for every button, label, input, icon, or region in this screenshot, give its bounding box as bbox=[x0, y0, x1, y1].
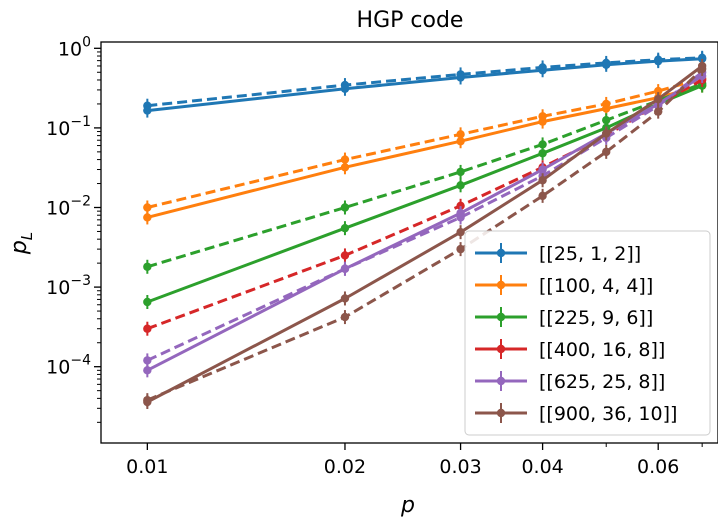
data-point bbox=[456, 208, 465, 218]
data-point bbox=[602, 147, 611, 157]
y-tick-label: 10−1 bbox=[46, 114, 91, 140]
y-tick-label: 10−4 bbox=[46, 353, 91, 379]
series-group bbox=[143, 58, 707, 410]
legend-item: [[625, 25, 8]] bbox=[475, 371, 665, 393]
data-point bbox=[340, 203, 350, 212]
x-tick-label: 0.06 bbox=[637, 456, 679, 478]
data-point bbox=[456, 73, 465, 82]
chart-title: HGP code bbox=[357, 8, 464, 33]
data-point bbox=[538, 117, 547, 126]
y-tick-label: 10−3 bbox=[46, 273, 91, 299]
data-point bbox=[456, 167, 465, 177]
plot-area-frame bbox=[100, 41, 718, 444]
legend-item: [[900, 36, 10]] bbox=[475, 403, 677, 425]
data-point bbox=[143, 297, 152, 307]
x-axis-title: p bbox=[400, 493, 415, 518]
data-point bbox=[456, 227, 465, 237]
data-point bbox=[654, 56, 663, 66]
data-point bbox=[456, 201, 465, 211]
x-tick-label: 0.02 bbox=[324, 456, 366, 478]
data-point bbox=[143, 366, 152, 375]
data-point bbox=[143, 324, 152, 333]
legend-box bbox=[464, 230, 711, 436]
legend-swatch-marker bbox=[496, 312, 506, 322]
series-line-solid bbox=[147, 57, 703, 113]
data-point bbox=[602, 104, 611, 113]
y-tick-label: 10−2 bbox=[46, 193, 91, 219]
data-point bbox=[538, 66, 547, 75]
series-group bbox=[143, 71, 707, 225]
data-point bbox=[697, 54, 707, 63]
data-point bbox=[143, 203, 152, 212]
legend-item: [[225, 9, 6]] bbox=[475, 307, 653, 329]
legend-label: [[400, 16, 8]] bbox=[539, 339, 665, 361]
data-point bbox=[602, 60, 611, 70]
legend-swatch-marker bbox=[496, 376, 506, 386]
legend-label: [[625, 25, 8]] bbox=[539, 371, 665, 393]
data-point bbox=[456, 137, 465, 146]
data-point bbox=[602, 115, 611, 125]
y-axis-title: pL bbox=[7, 232, 36, 255]
data-point bbox=[340, 84, 350, 93]
data-point bbox=[340, 294, 350, 303]
data-point bbox=[143, 213, 152, 222]
data-point bbox=[143, 262, 152, 271]
data-point bbox=[654, 94, 663, 104]
legend-item: [[25, 1, 2]] bbox=[475, 243, 641, 265]
legend-swatch-marker bbox=[496, 248, 506, 258]
legend-label: [[100, 4, 4]] bbox=[539, 275, 653, 297]
data-point bbox=[143, 106, 152, 115]
data-point bbox=[456, 181, 465, 190]
data-point bbox=[538, 165, 547, 174]
data-point bbox=[340, 264, 350, 273]
legend-swatch-marker bbox=[496, 344, 506, 354]
data-point bbox=[340, 312, 350, 322]
legend-item: [[100, 4, 4]] bbox=[475, 275, 653, 297]
legend-swatch-marker bbox=[496, 408, 506, 418]
data-point bbox=[143, 356, 152, 365]
data-point bbox=[538, 140, 547, 149]
data-point bbox=[602, 129, 611, 138]
data-point bbox=[143, 397, 152, 407]
data-point bbox=[340, 251, 350, 260]
legend-label: [[900, 36, 10]] bbox=[539, 403, 677, 425]
data-point bbox=[340, 155, 350, 164]
legend-swatch-marker bbox=[496, 280, 506, 290]
svg-text:pL: pL bbox=[7, 232, 36, 255]
data-point bbox=[538, 176, 547, 185]
data-point bbox=[654, 107, 663, 116]
data-point bbox=[697, 61, 707, 71]
legend-label: [[25, 1, 2]] bbox=[539, 243, 641, 265]
x-tick-label: 0.03 bbox=[439, 456, 481, 478]
x-tick-label: 0.04 bbox=[521, 456, 563, 478]
data-point bbox=[538, 191, 547, 201]
x-tick-label: 0.01 bbox=[126, 456, 168, 478]
series-group bbox=[143, 50, 707, 118]
y-tick-label: 100 bbox=[58, 34, 91, 60]
data-point bbox=[456, 244, 465, 254]
data-point bbox=[340, 223, 350, 233]
legend-item: [[400, 16, 8]] bbox=[475, 339, 665, 361]
data-point bbox=[340, 163, 350, 172]
legend-label: [[225, 9, 6]] bbox=[539, 307, 653, 329]
data-point bbox=[538, 149, 547, 158]
